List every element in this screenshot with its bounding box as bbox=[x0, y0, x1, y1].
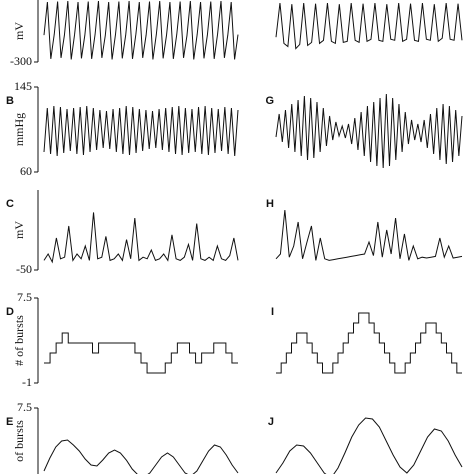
panel-label: J bbox=[268, 416, 274, 428]
trace bbox=[43, 105, 239, 157]
y-tick-label: -50 bbox=[16, 262, 32, 276]
trace bbox=[43, 212, 239, 264]
panel-label: C bbox=[6, 198, 14, 210]
panel-label: D bbox=[6, 306, 14, 318]
panel-label: B bbox=[6, 95, 14, 107]
y-tick-label: -1 bbox=[22, 375, 32, 389]
y-axis-label: mV bbox=[12, 22, 26, 40]
panel-label: E bbox=[6, 416, 13, 428]
y-axis-label: # of bursts bbox=[12, 315, 26, 366]
trace bbox=[275, 209, 463, 261]
panel-label: H bbox=[266, 198, 274, 210]
y-tick-label: 7.5 bbox=[17, 400, 32, 414]
y-axis-label: of bursts bbox=[12, 420, 26, 462]
panel-label: I bbox=[271, 306, 274, 318]
y-tick-label: 145 bbox=[14, 79, 32, 93]
trace bbox=[44, 332, 238, 374]
y-tick-label: 7.5 bbox=[17, 290, 32, 304]
y-tick-label: 60 bbox=[20, 164, 32, 178]
trace bbox=[43, 0, 239, 60]
y-tick-label: -300 bbox=[10, 54, 32, 68]
y-axis-label: mmHg bbox=[12, 113, 26, 146]
trace bbox=[275, 3, 463, 50]
trace bbox=[276, 312, 462, 374]
panel-label: G bbox=[265, 95, 274, 107]
trace bbox=[275, 417, 463, 474]
y-axis-label: mV bbox=[12, 221, 26, 239]
trace bbox=[43, 439, 239, 474]
trace bbox=[275, 93, 463, 169]
